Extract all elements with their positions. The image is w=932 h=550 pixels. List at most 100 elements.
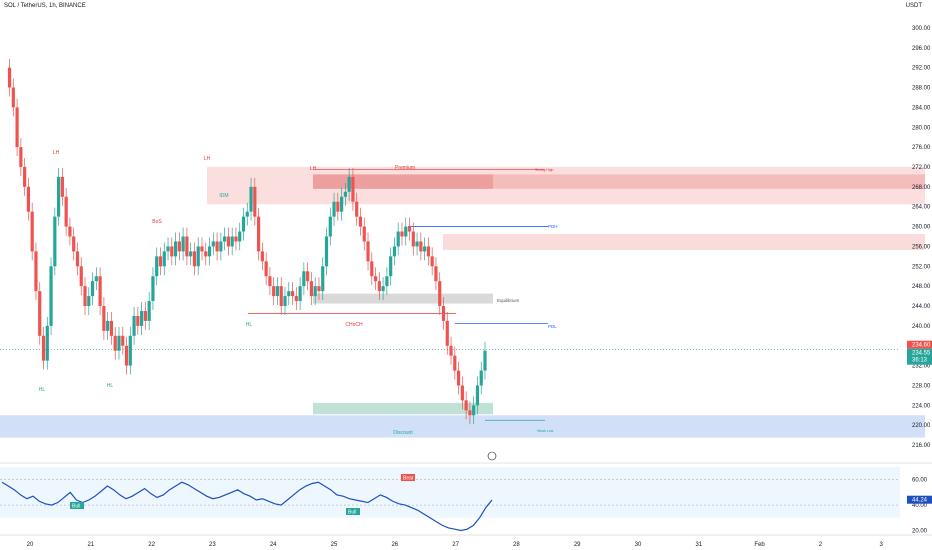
candle-body (72, 236, 76, 252)
last-price-label: 234.60 (912, 343, 931, 349)
candle-body (426, 246, 430, 257)
candle-body (19, 147, 23, 167)
candle-body (321, 266, 325, 292)
candle-body (223, 236, 227, 242)
y-tick-label: 296.00 (912, 46, 931, 52)
candle-body (355, 201, 359, 217)
candle-body (373, 276, 378, 282)
candle-body (11, 87, 15, 108)
candle-body (226, 236, 231, 247)
rsi-band (0, 467, 900, 518)
candle-body (306, 271, 310, 282)
candle-body (381, 286, 385, 292)
candle-body (181, 236, 185, 252)
candle-body (143, 310, 147, 321)
candle-body (343, 191, 347, 197)
candle-body (456, 370, 461, 386)
candle-body (189, 251, 193, 257)
candle-body (185, 236, 189, 257)
bear-badge-label: Bear (403, 476, 414, 482)
candle-body (464, 400, 468, 411)
candle-body (238, 231, 242, 242)
supply-zone (443, 234, 925, 250)
candle-body (219, 241, 223, 252)
candle-body (445, 320, 449, 346)
x-tick-label: 29 (574, 542, 581, 548)
label-bos: BoS (152, 219, 162, 225)
candle-body (173, 241, 178, 257)
x-tick-label: 2 (819, 542, 823, 548)
y-tick-label: 252.00 (912, 264, 931, 270)
candle-body (340, 196, 344, 212)
candle-body (234, 236, 238, 242)
candle-body (207, 246, 212, 257)
bull-badge-1-label: Bull (72, 504, 80, 510)
candle-body (332, 201, 336, 217)
candle-body (196, 246, 200, 267)
candle-body (49, 266, 53, 326)
candle-body (245, 211, 249, 217)
y-tick-label: 300.00 (912, 26, 931, 32)
bull-badge-1 (70, 502, 84, 509)
candle-body (434, 266, 438, 282)
candle-body (7, 67, 12, 88)
candle-body (475, 385, 480, 406)
label-lh-3: LH (310, 166, 317, 172)
candle-body (158, 256, 163, 267)
candle-body (423, 246, 427, 252)
candle-body (57, 176, 61, 217)
label-premium: Premium (395, 165, 415, 171)
candle-body (230, 236, 234, 247)
bull-badge-2-label: Bull (348, 510, 356, 516)
candle-body (98, 276, 102, 307)
rsi-value-badge (907, 495, 932, 504)
candle-body (347, 176, 351, 192)
candle-body (102, 306, 106, 331)
candle-body (211, 241, 215, 247)
y-tick-label: 260.00 (912, 225, 931, 231)
candle-body (302, 271, 306, 287)
candle-body (83, 286, 87, 307)
candle-body (121, 335, 125, 346)
y-tick-label: 264.00 (912, 205, 931, 211)
equilibrium-zone (313, 293, 493, 304)
candle-body (53, 216, 57, 267)
currency-label: USDT (905, 3, 922, 9)
candle-body (377, 281, 381, 292)
label-lh-2: LH (204, 156, 211, 162)
candle-body (38, 291, 42, 336)
y-tick-label: 244.00 (912, 304, 931, 310)
candle-body (411, 231, 415, 247)
candle-body (283, 296, 287, 307)
rsi-value-label: 44.24 (912, 498, 928, 504)
x-tick-label: 28 (513, 542, 520, 548)
candle-body (472, 405, 476, 416)
candle-body (155, 256, 159, 277)
x-tick-label: 3 (880, 542, 884, 548)
candle-body (45, 325, 49, 361)
candle-body (324, 236, 329, 267)
x-tick-label: 24 (270, 542, 277, 548)
y-tick-label: 220.00 (912, 423, 931, 429)
candle-body (294, 296, 298, 302)
candle-body (23, 166, 27, 187)
x-tick-label: 22 (148, 542, 155, 548)
candle-body (415, 241, 419, 247)
candle-body (328, 216, 332, 237)
countdown-label: 36:13 (912, 358, 928, 364)
candle-body (385, 276, 389, 287)
candle-body (370, 261, 374, 277)
candle-body (132, 315, 136, 336)
candle-body (362, 226, 366, 242)
candle-body (256, 216, 261, 252)
rsi-tick-label: 20.00 (912, 528, 928, 534)
y-tick-label: 248.00 (912, 284, 931, 290)
candle-body (272, 286, 276, 297)
candle-body (351, 176, 355, 202)
candle-body (109, 320, 114, 336)
last-close-label: 234.55 (912, 351, 931, 357)
candle-body (64, 196, 68, 227)
candle-body (128, 335, 132, 366)
label-idm: IDM (219, 193, 228, 199)
